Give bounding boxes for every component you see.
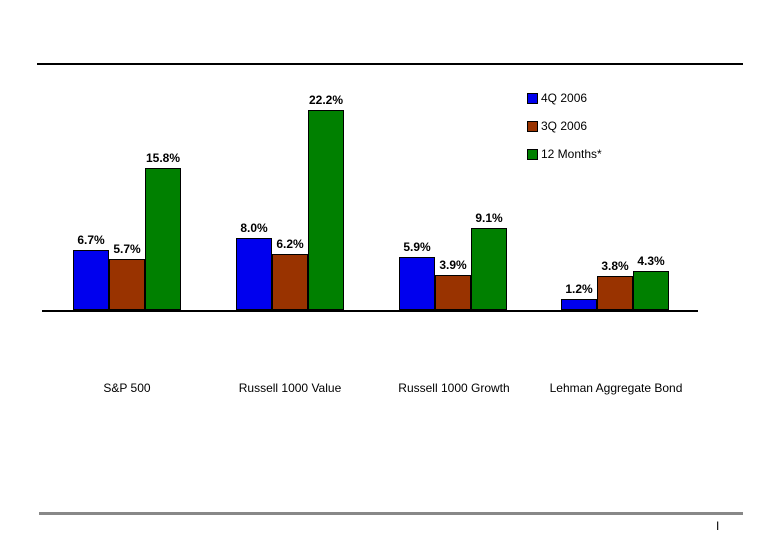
bar-value-label: 3.8% — [601, 259, 629, 273]
legend-swatch-icon — [527, 92, 538, 104]
footer-mark: I — [716, 519, 720, 533]
bar-value-label: 4.3% — [637, 254, 665, 268]
bar-12-months — [145, 168, 181, 310]
bar-4q-2006 — [73, 250, 109, 310]
bar-group: 5.9% 3.9% 9.1% — [399, 212, 507, 310]
bar-unit: 9.1% — [471, 212, 507, 310]
bar-unit: 5.9% — [399, 241, 435, 310]
legend-item: 4Q 2006 — [527, 91, 602, 105]
bar-4q-2006 — [236, 238, 272, 310]
bar-value-label: 6.7% — [77, 233, 105, 247]
bar-value-label: 5.9% — [403, 240, 431, 254]
category-label: S&P 500 — [103, 381, 151, 395]
bar-3q-2006 — [272, 254, 308, 310]
bottom-rule — [39, 512, 743, 515]
bar-3q-2006 — [435, 275, 471, 310]
bar-value-label: 6.2% — [276, 237, 304, 251]
bar-12-months — [633, 271, 669, 310]
bar-unit: 3.9% — [435, 259, 471, 310]
bar-4q-2006 — [399, 257, 435, 310]
bar-group: 8.0% 6.2% 22.2% — [236, 94, 344, 310]
bar-value-label: 22.2% — [308, 93, 344, 107]
legend-swatch-icon — [527, 148, 538, 160]
bar-group: 6.7% 5.7% 15.8% — [73, 152, 181, 310]
legend-label: 4Q 2006 — [541, 91, 588, 105]
bar-unit: 4.3% — [633, 255, 669, 310]
legend-label: 3Q 2006 — [541, 119, 588, 133]
bar-3q-2006 — [597, 276, 633, 310]
bar-unit: 6.2% — [272, 238, 308, 310]
x-axis-line — [42, 310, 698, 312]
bar-3q-2006 — [109, 259, 145, 310]
bar-12-months — [471, 228, 507, 310]
legend: 4Q 2006 3Q 2006 12 Months* — [527, 91, 602, 176]
bar-unit: 15.8% — [145, 152, 181, 310]
bar-group: 1.2% 3.8% 4.3% — [561, 255, 669, 310]
bar-value-label: 8.0% — [240, 221, 268, 235]
bar-unit: 8.0% — [236, 222, 272, 310]
legend-swatch-icon — [527, 120, 538, 132]
legend-label: 12 Months* — [541, 147, 602, 161]
category-label: Russell 1000 Value — [238, 381, 342, 395]
bar-4q-2006 — [561, 299, 597, 310]
top-rule — [37, 63, 743, 65]
legend-item: 12 Months* — [527, 147, 602, 161]
bar-value-label: 9.1% — [475, 211, 503, 225]
bar-unit: 22.2% — [308, 94, 344, 310]
bar-unit: 1.2% — [561, 283, 597, 310]
bar-unit: 5.7% — [109, 243, 145, 310]
category-label: Lehman Aggregate Bond — [549, 381, 683, 395]
bar-12-months — [308, 110, 344, 310]
legend-item: 3Q 2006 — [527, 119, 602, 133]
bar-unit: 6.7% — [73, 234, 109, 310]
bar-value-label: 5.7% — [113, 242, 141, 256]
bar-value-label: 15.8% — [145, 151, 181, 165]
bar-value-label: 3.9% — [439, 258, 467, 272]
category-label: Russell 1000 Growth — [398, 381, 510, 395]
bar-value-label: 1.2% — [565, 282, 593, 296]
bar-unit: 3.8% — [597, 260, 633, 310]
